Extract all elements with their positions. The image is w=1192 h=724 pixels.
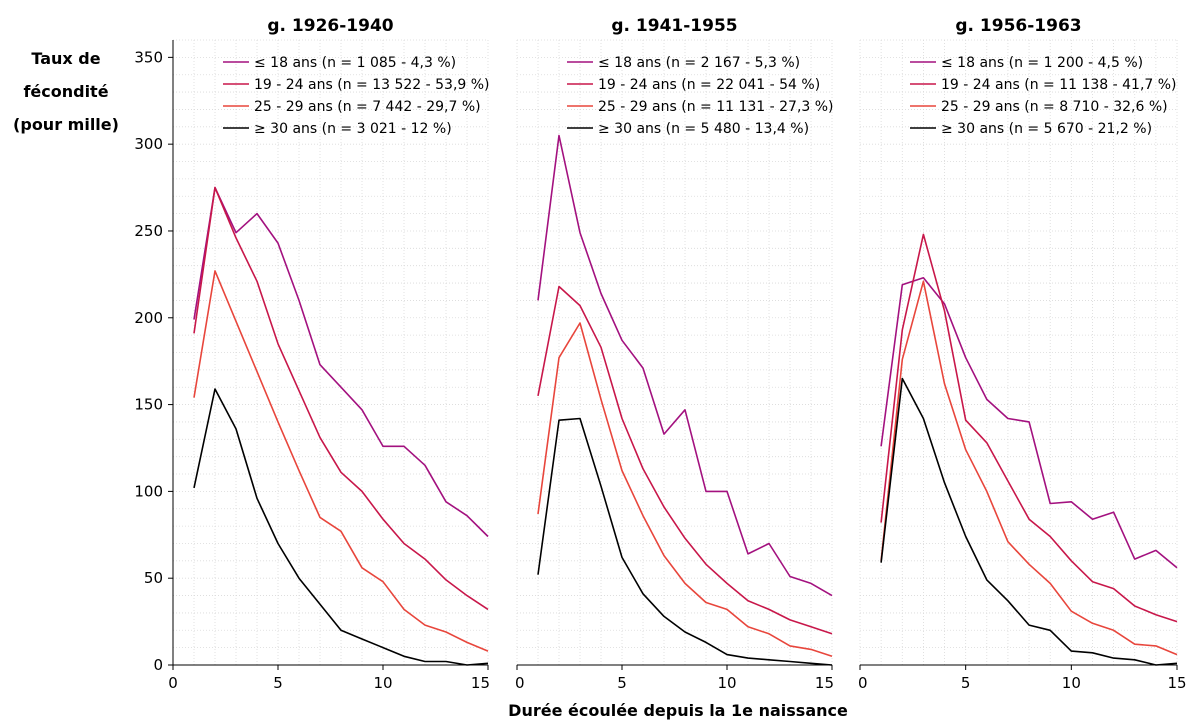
series-line	[880, 280, 1178, 656]
panel-title: g. 1926-1940	[267, 16, 393, 36]
legend-label: 19 - 24 ans (n = 13 522 - 53,9 %)	[254, 77, 490, 93]
x-tick-label: 15	[1167, 674, 1186, 692]
y-tick-label: 100	[134, 482, 163, 500]
legend-label: ≥ 30 ans (n = 5 670 - 21,2 %)	[941, 121, 1152, 137]
series-line	[537, 285, 833, 635]
series-line	[537, 322, 833, 658]
x-tick-label: 10	[1062, 674, 1081, 692]
legend-label: ≤ 18 ans (n = 1 085 - 4,3 %)	[254, 55, 456, 71]
x-tick-label: 0	[168, 674, 178, 692]
x-axis-label: Durée écoulée depuis la 1e naissance	[508, 701, 848, 720]
y-tick-label: 200	[134, 309, 163, 327]
x-tick-label: 5	[961, 674, 971, 692]
legend-label: 25 - 29 ans (n = 8 710 - 32,6 %)	[941, 99, 1168, 115]
y-tick-label: 250	[134, 222, 163, 240]
y-axis-label-line-2: fécondité	[23, 82, 108, 101]
y-axis-label-line-1: Taux de	[31, 49, 100, 68]
legend-label: 19 - 24 ans (n = 22 041 - 54 %)	[598, 77, 820, 93]
series-line	[193, 388, 489, 666]
y-tick-label: 0	[153, 656, 163, 674]
x-tick-label: 15	[815, 674, 834, 692]
y-tick-label: 150	[134, 396, 163, 414]
series-line	[880, 276, 1178, 569]
x-tick-label: 0	[515, 674, 525, 692]
legend-label: ≥ 30 ans (n = 3 021 - 12 %)	[254, 121, 452, 137]
panel-2: 0 5 10 15 g. 1941-1955 ≤ 18 ans (n = 2 167 - …	[515, 16, 834, 692]
series-line	[193, 186, 489, 538]
series-line	[193, 270, 489, 652]
series-line	[880, 377, 1178, 666]
legend-label: ≤ 18 ans (n = 2 167 - 5,3 %)	[598, 55, 800, 71]
legend-label: 19 - 24 ans (n = 11 138 - 41,7 %)	[941, 77, 1177, 93]
panel-title: g. 1941-1955	[611, 16, 737, 36]
panel-title: g. 1956-1963	[955, 16, 1081, 36]
panel-3: 0 5 10 15 g. 1956-1963 ≤ 18 ans (n = 1 200 - …	[858, 16, 1187, 692]
panel-1: 0 50 100 150 200 250 300 350 0 5 10 15 g. 1926-1940 ≤…	[134, 16, 490, 692]
x-tick-label: 5	[273, 674, 283, 692]
y-axis-label: Taux de fécondité (pour mille)	[13, 49, 119, 134]
y-tick-label: 350	[134, 48, 163, 66]
series-line	[537, 417, 833, 666]
y-tick-label: 50	[144, 569, 163, 587]
x-tick-label: 10	[717, 674, 736, 692]
y-tick-label: 300	[134, 135, 163, 153]
x-tick-label: 10	[373, 674, 392, 692]
legend-label: 25 - 29 ans (n = 7 442 - 29,7 %)	[254, 99, 481, 115]
series-line	[537, 134, 833, 597]
x-tick-label: 5	[617, 674, 627, 692]
series-line	[880, 233, 1178, 623]
x-tick-label: 15	[471, 674, 490, 692]
y-axis-label-line-3: (pour mille)	[13, 115, 119, 134]
legend-label: 25 - 29 ans (n = 11 131 - 27,3 %)	[598, 99, 834, 115]
x-tick-label: 0	[858, 674, 868, 692]
series-line	[193, 186, 489, 611]
legend-label: ≥ 30 ans (n = 5 480 - 13,4 %)	[598, 121, 809, 137]
legend-label: ≤ 18 ans (n = 1 200 - 4,5 %)	[941, 55, 1143, 71]
